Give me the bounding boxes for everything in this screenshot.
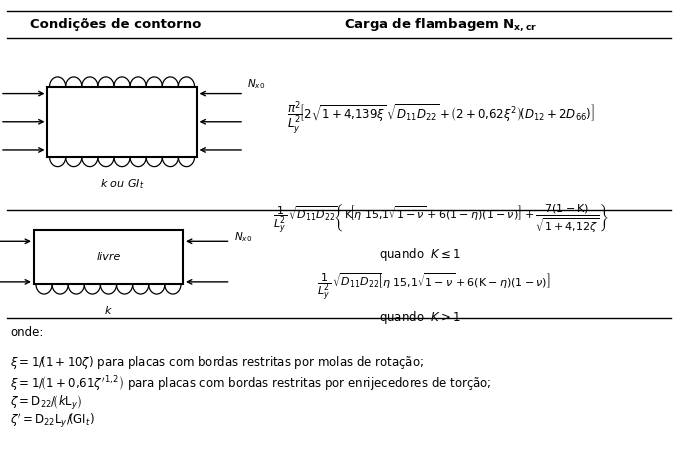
Text: onde:: onde: xyxy=(10,326,43,339)
Text: $\xi=1/\!\left(1+0{,}61\zeta^{\prime\,1{,}2}\right)$ para placas com bordas rest: $\xi=1/\!\left(1+0{,}61\zeta^{\prime\,1{… xyxy=(10,374,492,394)
Text: $\zeta=\mathrm{D}_{22}/\!\left(k\mathrm{L}_y\right)$: $\zeta=\mathrm{D}_{22}/\!\left(k\mathrm{… xyxy=(10,394,83,412)
Text: quando  $K > 1$: quando $K > 1$ xyxy=(379,309,462,327)
Text: quando  $K \leq 1$: quando $K \leq 1$ xyxy=(379,246,462,263)
Text: $\mathbf{Carga\ de\ flambagem\ N_{x,cr}}$: $\mathbf{Carga\ de\ flambagem\ N_{x,cr}}… xyxy=(344,16,538,33)
Bar xyxy=(34,230,183,284)
Text: $\dfrac{1}{L_y^2}\,\sqrt{D_{11}D_{22}}\!\left\{\mathrm{K}\!\left[\eta\;15{,}1\sq: $\dfrac{1}{L_y^2}\,\sqrt{D_{11}D_{22}}\!… xyxy=(273,202,609,235)
Text: $\dfrac{1}{L_y^2}\,\sqrt{D_{11}D_{22}}\!\left[\eta\;15{,}1\sqrt{1-\nu}+6(\mathrm: $\dfrac{1}{L_y^2}\,\sqrt{D_{11}D_{22}}\!… xyxy=(317,271,551,302)
Text: $\xi=1/\!\left(1+10\zeta\right)$ para placas com bordas restritas por molas de r: $\xi=1/\!\left(1+10\zeta\right)$ para pl… xyxy=(10,354,424,371)
Bar xyxy=(47,87,197,157)
Text: $k$: $k$ xyxy=(104,304,113,317)
Text: $\zeta'=\mathrm{D}_{22}\mathrm{L}_y/\!\left(\mathrm{GI}_t\right)$: $\zeta'=\mathrm{D}_{22}\mathrm{L}_y/\!\l… xyxy=(10,412,95,430)
Text: $N_{x0}$: $N_{x0}$ xyxy=(234,230,252,244)
Text: $N_{x0}$: $N_{x0}$ xyxy=(247,78,266,92)
Text: $k$ ou $GI_t$: $k$ ou $GI_t$ xyxy=(100,177,144,191)
Text: $\dfrac{\pi^2}{L_y^2}\!\left[2\sqrt{1+4{,}139\xi}\,\sqrt{D_{11}D_{22}}+\!\left(2: $\dfrac{\pi^2}{L_y^2}\!\left[2\sqrt{1+4{… xyxy=(287,99,595,136)
Text: livre: livre xyxy=(96,252,121,262)
Text: Condições de contorno: Condições de contorno xyxy=(30,18,201,31)
